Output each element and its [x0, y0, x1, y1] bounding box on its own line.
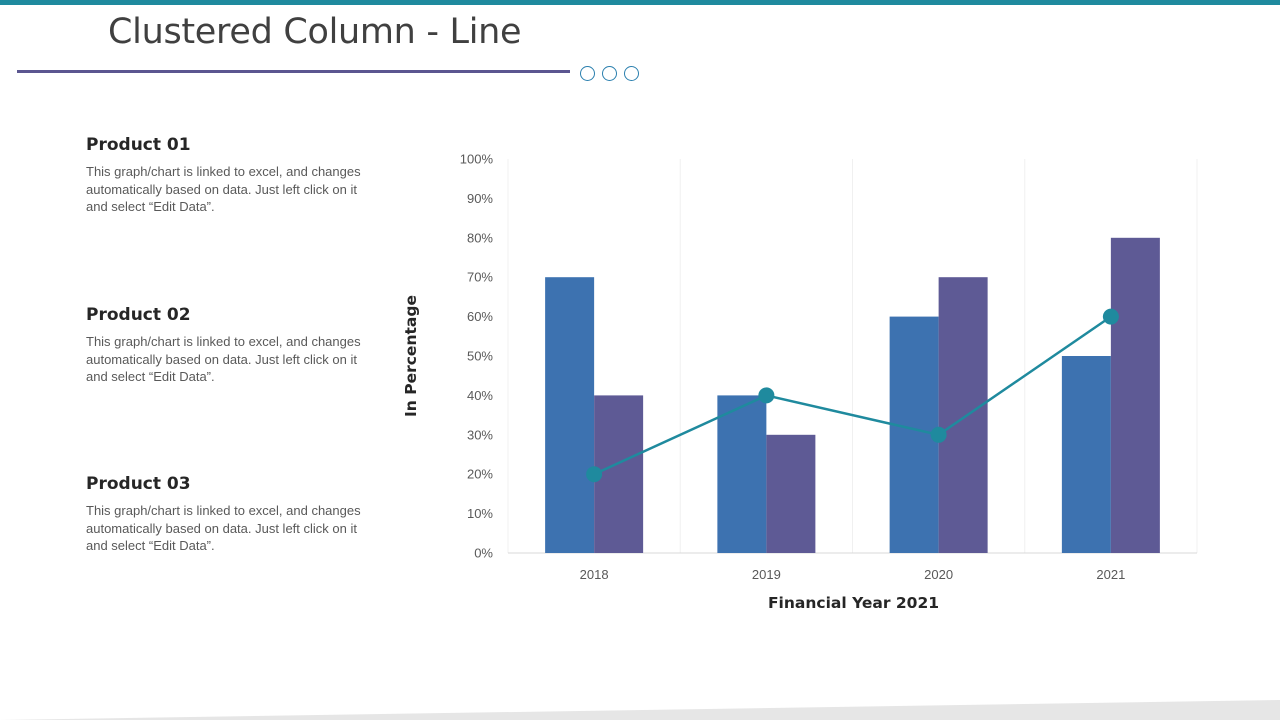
y-tick-label: 30% [467, 427, 493, 442]
decorative-circle-icon [580, 66, 595, 81]
decorative-circle-icon [602, 66, 617, 81]
y-tick-label: 20% [467, 467, 493, 482]
y-tick-label: 90% [467, 191, 493, 206]
y-tick-label: 70% [467, 270, 493, 285]
y-axis-title: In Percentage [402, 295, 420, 417]
y-tick-label: 10% [467, 506, 493, 521]
bar-2 [594, 395, 644, 553]
product-block-03: Product 03 This graph/chart is linked to… [86, 474, 386, 555]
y-tick-label: 50% [467, 349, 493, 364]
product-description: This graph/chart is linked to excel, and… [86, 334, 361, 384]
bar-1 [1061, 356, 1111, 553]
product-block-02: Product 02 This graph/chart is linked to… [86, 305, 386, 386]
product-title: Product 02 [86, 305, 191, 325]
bar-1 [545, 277, 595, 553]
line-point [1102, 308, 1119, 325]
y-tick-label: 60% [467, 309, 493, 324]
y-tick-label: 40% [467, 388, 493, 403]
x-tick-label: 2018 [580, 567, 609, 582]
line-point [930, 426, 947, 443]
line-point [586, 466, 603, 483]
product-block-01: Product 01 This graph/chart is linked to… [86, 135, 386, 216]
x-tick-label: 2020 [924, 567, 953, 582]
clustered-column-line-chart[interactable]: 0% 10% 20% 30% 40% 50% 60% 70% 80% 90% 100% 2018 201… [395, 140, 1215, 630]
bar-2 [1110, 237, 1160, 554]
bar-2 [766, 434, 816, 553]
decorative-circle-icon [624, 66, 639, 81]
x-tick-label: 2021 [1096, 567, 1125, 582]
line-point [758, 387, 775, 404]
bar-1 [717, 395, 767, 553]
slide-title: Clustered Column - Line [108, 12, 522, 52]
x-tick-label: 2019 [752, 567, 781, 582]
product-description: This graph/chart is linked to excel, and… [86, 164, 361, 214]
bottom-decorative-band [0, 700, 1280, 720]
y-tick-label: 100% [460, 152, 494, 167]
line-series [593, 315, 1112, 476]
top-accent-bar [0, 0, 1280, 5]
title-underline [17, 70, 570, 73]
product-title: Product 03 [86, 474, 191, 494]
product-title: Product 01 [86, 135, 191, 155]
bar-2 [938, 277, 988, 553]
y-tick-label: 0% [474, 546, 493, 561]
y-tick-label: 80% [467, 230, 493, 245]
product-description: This graph/chart is linked to excel, and… [86, 503, 361, 553]
x-axis-title: Financial Year 2021 [768, 594, 939, 612]
bar-1 [889, 316, 939, 553]
